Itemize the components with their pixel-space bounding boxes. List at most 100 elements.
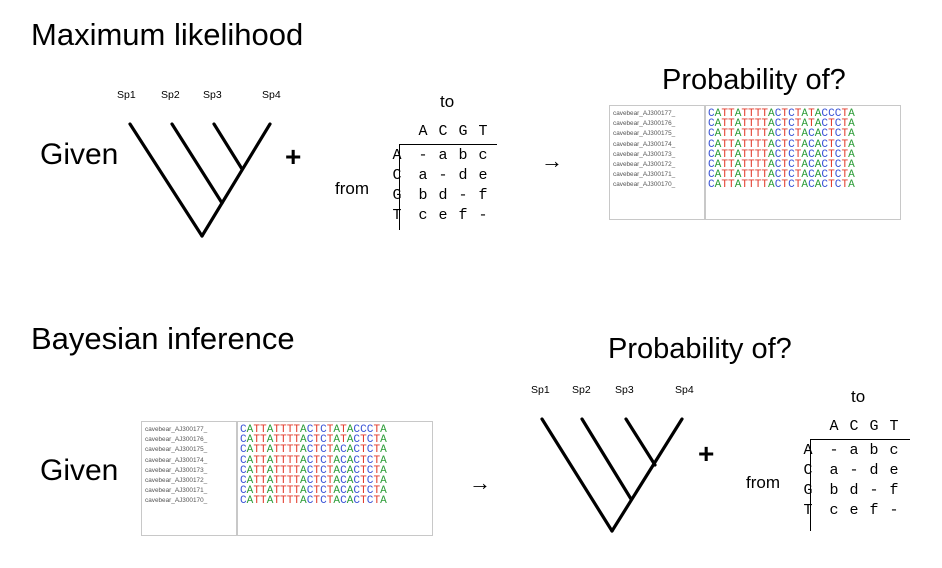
alignment-sequences-column: CATTATTTTACTCTATACCCTA CATTATTTTACTCTATA…: [237, 421, 433, 536]
bi-given-label: Given: [40, 454, 119, 487]
matrix-cell: e: [478, 167, 488, 184]
alignment-sequence: CATTATTTTACTCTACACTCTA: [240, 474, 387, 487]
alignment-name: cavebear_AJ300172_: [613, 160, 676, 168]
bi-substitution-matrix: to from A C G T A C G T - a b c a - d e …: [744, 387, 924, 537]
matrix-col-header: G: [869, 418, 879, 435]
matrix-to-label: to: [851, 387, 866, 406]
matrix-row-header: A: [803, 442, 813, 459]
matrix-cell: -: [478, 207, 488, 224]
matrix-cell: d: [869, 462, 879, 479]
alignment-sequence: CATTATTTTACTCTACACTCTA: [708, 179, 855, 192]
alignment-names-column: cavebear_AJ300177_ cavebear_AJ300176_ ca…: [141, 421, 237, 536]
matrix-cell: c: [889, 442, 899, 459]
matrix-top-rule: [399, 144, 497, 146]
ml-arrow: →: [541, 148, 563, 173]
ml-plus-sign: +: [285, 141, 302, 172]
alignment-sequence: CATTATTTTACTCTACACTCTA: [240, 495, 387, 508]
alignment-name: cavebear_AJ300176_: [613, 120, 676, 128]
tree-label-sp1: Sp1: [117, 89, 136, 101]
alignment-sequences-column: CATTATTTTACTCTATACCCTA CATTATTTTACTCTATA…: [705, 105, 901, 220]
matrix-top-rule: [810, 439, 910, 441]
alignment-name: cavebear_AJ300174_: [145, 456, 208, 464]
matrix-cell: -: [889, 502, 899, 519]
matrix-col-header: G: [458, 123, 468, 140]
alignment-sequence: CATTATTTTACTCTACACTCTA: [708, 138, 855, 151]
matrix-cell: d: [849, 482, 859, 499]
alignment-name: cavebear_AJ300172_: [145, 476, 208, 484]
matrix-cell: f: [478, 187, 488, 204]
matrix-col-header: T: [478, 123, 488, 140]
ml-tree: Sp1 Sp2 Sp3 Sp4: [110, 86, 281, 246]
alignment-sequence: CATTATTTTACTCTACACTCTA: [240, 464, 387, 477]
matrix-cell: b: [829, 482, 839, 499]
bi-plus-sign: +: [698, 438, 715, 469]
matrix-row-header: A: [392, 147, 402, 164]
matrix-cell: a: [849, 442, 859, 459]
matrix-col-header: C: [849, 418, 859, 435]
matrix-col-header: A: [418, 123, 428, 140]
tree-label-sp3: Sp3: [203, 89, 222, 101]
matrix-cell: a: [418, 167, 428, 184]
alignment-names-column: cavebear_AJ300177_ cavebear_AJ300176_ ca…: [609, 105, 705, 220]
matrix-to-label: to: [440, 92, 455, 111]
matrix-row-header: G: [803, 482, 813, 499]
matrix-cell: e: [438, 207, 448, 224]
tree-label-sp4: Sp4: [262, 89, 281, 101]
matrix-left-rule: [810, 439, 812, 531]
matrix-cell: -: [869, 482, 879, 499]
ml-section-title: Maximum likelihood: [31, 17, 304, 52]
alignment-name: cavebear_AJ300176_: [145, 436, 208, 444]
alignment-name: cavebear_AJ300177_: [613, 110, 676, 117]
bi-section-title: Bayesian inference: [31, 321, 295, 356]
matrix-cell: e: [849, 502, 859, 519]
matrix-cell: d: [438, 187, 448, 204]
alignment-sequence: CATTATTTTACTCTACACTCTA: [708, 128, 855, 141]
matrix-cell: -: [849, 462, 859, 479]
alignment-name: cavebear_AJ300173_: [145, 466, 208, 474]
matrix-row-header: G: [392, 187, 402, 204]
bi-alignment-panel: cavebear_AJ300177_ cavebear_AJ300176_ ca…: [141, 421, 433, 539]
bi-tree: Sp1 Sp2 Sp3 Sp4: [520, 381, 700, 551]
alignment-name: cavebear_AJ300175_: [145, 446, 208, 454]
ml-substitution-matrix: to from A C G T A C G T - a b c a - d e …: [333, 92, 503, 242]
matrix-from-label: from: [335, 179, 369, 198]
matrix-cell: -: [418, 147, 428, 164]
alignment-name: cavebear_AJ300171_: [145, 487, 208, 495]
matrix-cell: d: [458, 167, 468, 184]
alignment-sequence: CATTATTTTACTCTACACTCTA: [240, 485, 387, 498]
matrix-cell: e: [889, 462, 899, 479]
ml-tree-branches: [128, 122, 272, 238]
matrix-cell: -: [829, 442, 839, 459]
alignment-sequence: CATTATTTTACTCTATACCCTA: [240, 424, 387, 436]
matrix-row-header: C: [803, 462, 813, 479]
ml-given-label: Given: [40, 138, 119, 171]
tree-label-sp1: Sp1: [531, 384, 550, 396]
tree-label-sp4: Sp4: [675, 384, 694, 396]
bi-probability-label: Probability of?: [608, 333, 792, 365]
matrix-cell: b: [458, 147, 468, 164]
alignment-name: cavebear_AJ300177_: [145, 426, 208, 433]
alignment-name: cavebear_AJ300175_: [613, 130, 676, 138]
alignment-sequence: CATTATTTTACTCTACACTCTA: [708, 148, 855, 161]
alignment-name: cavebear_AJ300170_: [613, 181, 676, 189]
matrix-from-label: from: [746, 473, 780, 492]
matrix-cell: b: [869, 442, 879, 459]
matrix-cell: f: [889, 482, 899, 499]
alignment-name: cavebear_AJ300170_: [145, 497, 208, 505]
matrix-cell: c: [829, 502, 839, 519]
matrix-cell: a: [438, 147, 448, 164]
matrix-row-header: T: [803, 502, 813, 519]
tree-label-sp2: Sp2: [572, 384, 591, 396]
alignment-name: cavebear_AJ300174_: [613, 140, 676, 148]
matrix-cell: c: [478, 147, 488, 164]
matrix-cell: f: [869, 502, 879, 519]
alignment-name: cavebear_AJ300171_: [613, 171, 676, 179]
alignment-sequence: CATTATTTTACTCTACACTCTA: [240, 454, 387, 467]
alignment-sequence: CATTATTTTACTCTACACTCTA: [708, 158, 855, 171]
bi-tree-branches: [540, 417, 684, 533]
alignment-sequence: CATTATTTTACTCTATACTCTA: [708, 118, 855, 131]
matrix-cell: -: [458, 187, 468, 204]
matrix-left-rule: [399, 144, 401, 230]
alignment-sequence: CATTATTTTACTCTACACTCTA: [708, 169, 855, 182]
alignment-name: cavebear_AJ300173_: [613, 150, 676, 158]
